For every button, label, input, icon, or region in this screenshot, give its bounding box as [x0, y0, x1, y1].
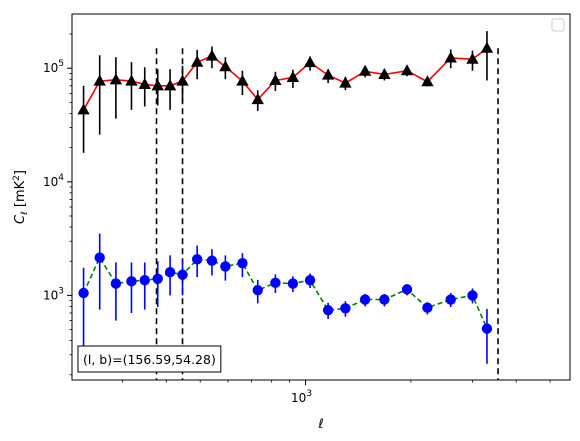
data-point: [269, 73, 282, 86]
data-point: [287, 278, 299, 289]
data-point: [93, 74, 106, 86]
data-point: [480, 41, 494, 53]
y-tick-label: 103: [43, 286, 64, 302]
data-point: [379, 294, 390, 305]
data-point: [164, 267, 176, 278]
y-axis-label-text: Cℓ [mK2]: [12, 170, 30, 224]
y-tick-label: 104: [43, 173, 64, 189]
plot-area: [77, 31, 499, 380]
axis-ticks: 103 104 105 103: [43, 33, 551, 405]
data-point: [445, 294, 456, 305]
data-point: [286, 70, 300, 82]
data-point: [152, 273, 163, 284]
data-point: [339, 76, 352, 88]
data-point: [358, 64, 372, 76]
data-point: [481, 323, 493, 334]
data-point: [252, 285, 263, 296]
data-point: [138, 77, 151, 89]
data-point: [236, 74, 249, 86]
data-point: [359, 294, 371, 305]
data-point: [191, 254, 203, 265]
annotation-box: (l, b)=(156.59,54.28): [77, 345, 222, 373]
data-point: [219, 60, 232, 72]
data-point: [237, 258, 248, 269]
data-point: [466, 52, 479, 64]
data-point: [400, 64, 414, 76]
data-point: [251, 93, 264, 105]
x-axis-label: ℓ: [317, 417, 323, 432]
data-point: [176, 74, 189, 86]
data-point: [125, 74, 138, 86]
data-point: [109, 73, 123, 85]
data-point: [77, 103, 90, 115]
data-point: [321, 68, 335, 80]
y-axis-label: Cℓ [mK2]: [12, 170, 30, 224]
data-point: [444, 51, 457, 63]
data-point: [304, 275, 316, 286]
annotation-text: (l, b)=(156.59,54.28): [83, 352, 216, 367]
data-point: [151, 79, 164, 91]
data-point: [220, 261, 231, 272]
data-point: [163, 79, 177, 91]
data-point: [190, 55, 204, 67]
data-point: [378, 68, 391, 80]
data-point: [78, 287, 89, 299]
data-point: [110, 278, 122, 289]
data-point: [139, 275, 150, 286]
data-point: [270, 277, 281, 289]
data-point: [421, 75, 434, 87]
data-point: [205, 49, 219, 61]
data-point: [177, 269, 188, 280]
data-point: [94, 252, 105, 263]
data-point: [303, 56, 317, 68]
data-point: [401, 284, 413, 295]
x-tick-label: 103: [291, 389, 312, 405]
data-point: [467, 290, 478, 301]
legend-box: [551, 18, 565, 32]
data-point: [126, 276, 137, 287]
data-point: [422, 302, 433, 313]
y-tick-label: 105: [43, 59, 64, 75]
axes-frame: [71, 13, 571, 381]
data-point: [206, 255, 218, 266]
data-point: [322, 305, 334, 316]
data-point: [340, 303, 351, 314]
